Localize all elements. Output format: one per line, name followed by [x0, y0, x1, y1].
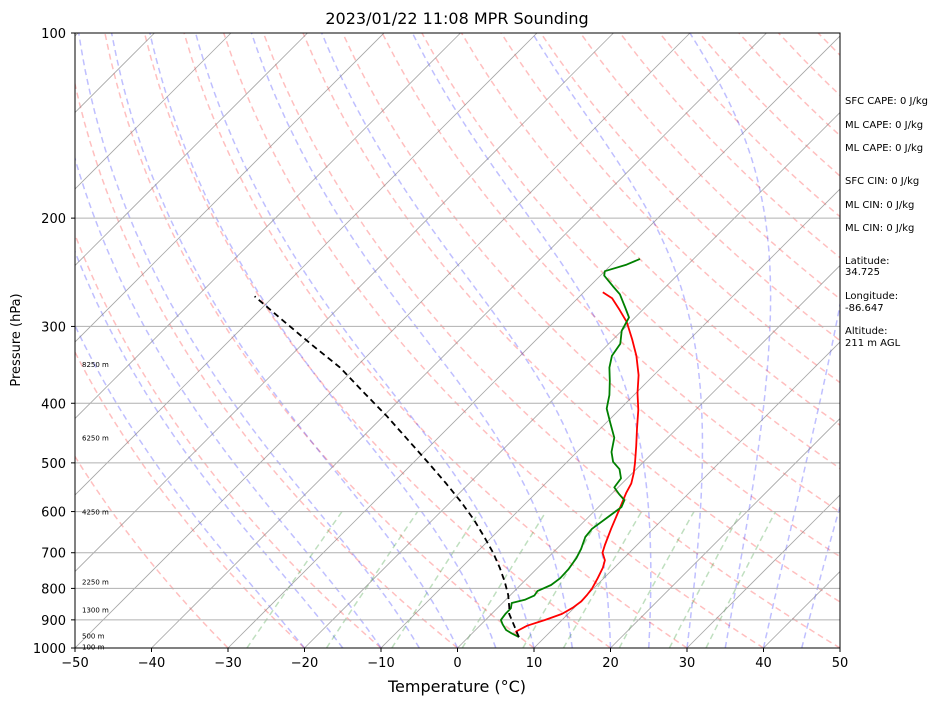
latitude-label: Latitude:: [845, 256, 890, 267]
x-tick-label: 0: [453, 656, 461, 671]
altitude-label: Altitude:: [845, 326, 887, 337]
longitude-label: Longitude:: [845, 291, 898, 302]
sfc-cin-text: SFC CIN: 0 J/kg: [845, 176, 919, 187]
sfc-cape-text: SFC CAPE: 0 J/kg: [845, 96, 928, 107]
altitude-value: 211 m AGL: [845, 338, 901, 349]
y-tick-label: 900: [41, 614, 66, 629]
y-tick-label: 400: [41, 397, 66, 412]
x-tick-label: −50: [61, 656, 88, 671]
x-tick-label: −10: [367, 656, 394, 671]
ml-cin-text-2: ML CIN: 0 J/kg: [845, 223, 914, 234]
y-tick-label: 500: [41, 457, 66, 472]
x-tick-label: 30: [679, 656, 696, 671]
latitude-value: 34.725: [845, 267, 880, 278]
longitude-value: -86.647: [845, 303, 884, 314]
x-axis-label: Temperature (°C): [387, 677, 526, 696]
altitude-marker-label: 8250 m: [82, 361, 109, 369]
ml-cape-text: ML CAPE: 0 J/kg: [845, 120, 923, 131]
y-tick-label: 800: [41, 582, 66, 597]
altitude-marker-label: 500 m: [82, 633, 105, 641]
y-tick-label: 200: [41, 212, 66, 227]
altitude-marker-label: 1300 m: [82, 606, 109, 614]
x-tick-label: 50: [832, 656, 849, 671]
x-tick-label: −20: [291, 656, 318, 671]
altitude-marker-label: 100 m: [82, 644, 105, 652]
y-tick-label: 300: [41, 320, 66, 335]
y-tick-label: 700: [41, 547, 66, 562]
x-tick-label: −30: [214, 656, 241, 671]
x-tick-label: −40: [138, 656, 165, 671]
x-tick-label: 20: [602, 656, 619, 671]
x-tick-label: 40: [755, 656, 772, 671]
y-axis-label: Pressure (hPa): [9, 293, 24, 386]
ml-cape-text-2: ML CAPE: 0 J/kg: [845, 143, 923, 154]
altitude-marker-label: 2250 m: [82, 579, 109, 587]
chart-title: 2023/01/22 11:08 MPR Sounding: [325, 9, 588, 28]
x-tick-label: 10: [526, 656, 543, 671]
y-tick-label: 100: [41, 27, 66, 42]
altitude-marker-label: 4250 m: [82, 509, 109, 517]
altitude-marker-label: 6250 m: [82, 435, 109, 443]
ml-cin-text: ML CIN: 0 J/kg: [845, 200, 914, 211]
y-tick-label: 600: [41, 506, 66, 521]
y-tick-label: 1000: [33, 642, 66, 657]
